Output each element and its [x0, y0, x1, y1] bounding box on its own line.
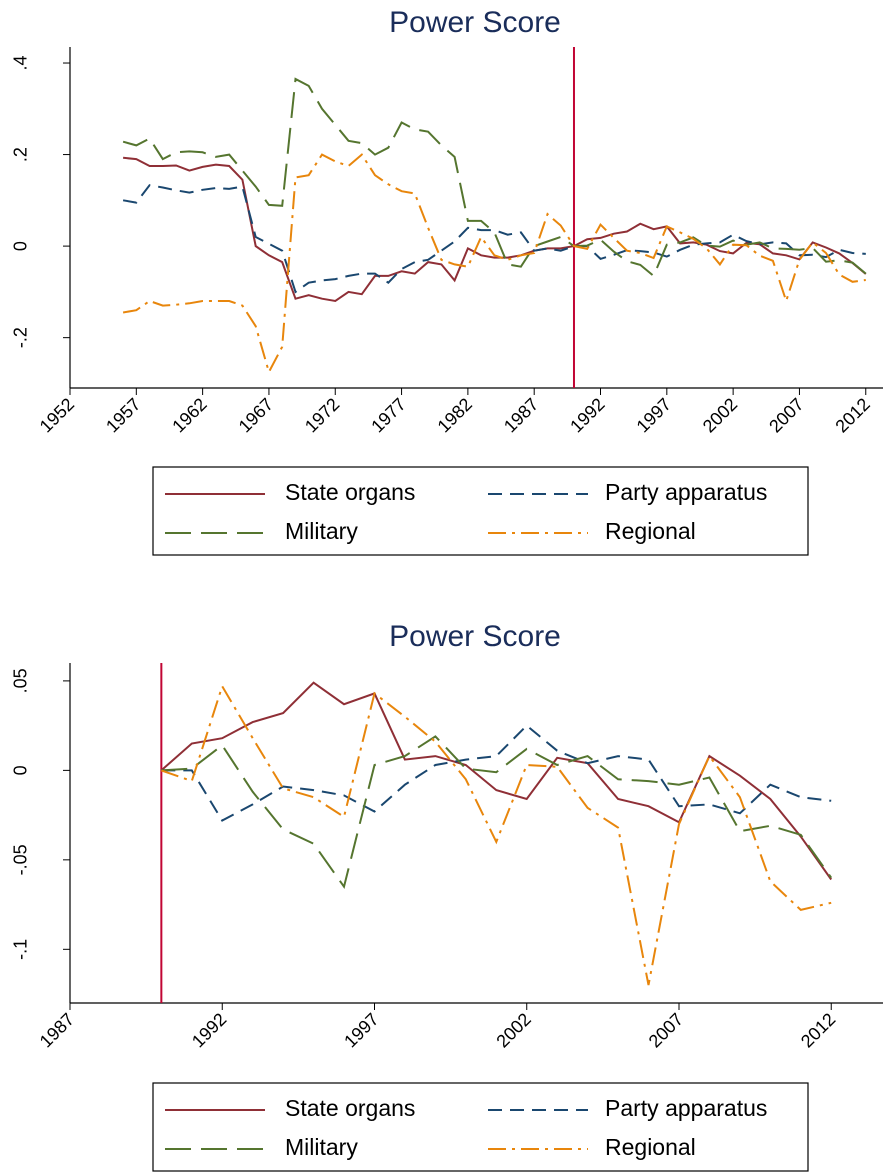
- y-tick-label: 0: [11, 241, 31, 251]
- x-tick-label: 1987: [36, 1009, 78, 1051]
- series-line: [122, 77, 867, 278]
- chart-title: Power Score: [389, 620, 561, 653]
- legend-label: Regional: [605, 518, 696, 544]
- x-tick-label: 1997: [633, 394, 675, 436]
- legend-box: [152, 466, 809, 556]
- y-tick-label: -.2: [11, 327, 31, 348]
- x-tick-label: 1977: [367, 394, 409, 436]
- legend-label: State organs: [285, 479, 415, 505]
- x-tick-label: 2002: [699, 394, 741, 436]
- y-tick-label: .4: [11, 56, 31, 71]
- chart: Power Score -.1 -.05 0 .05 1987 1992 1997 2002 20…: [11, 620, 883, 1172]
- x-tick-label: 1982: [434, 394, 476, 436]
- series-line: [122, 153, 866, 375]
- y-tick-label: -.1: [11, 939, 31, 960]
- y-tick-label: .05: [11, 668, 31, 693]
- x-tick-label: 1957: [102, 394, 144, 436]
- chart: Power Score -.2 0 .2 .4 1952 1957 1962 1967 1972 1…: [11, 6, 883, 556]
- y-tick-label: 0: [11, 765, 31, 775]
- x-tick-label: 1967: [235, 394, 277, 436]
- x-tick-label: 2007: [645, 1009, 687, 1051]
- legend-label: Military: [285, 1134, 358, 1160]
- x-tick-label: 1972: [301, 394, 343, 436]
- x-tick-label: 1997: [340, 1009, 382, 1051]
- legend-label: Regional: [605, 1134, 696, 1160]
- x-tick-label: 2007: [765, 394, 807, 436]
- x-tick-label: 2002: [492, 1009, 534, 1051]
- y-tick-label: -.05: [11, 844, 31, 875]
- series-line: [122, 184, 866, 294]
- series-line: [123, 156, 867, 303]
- chart-title: Power Score: [389, 6, 561, 39]
- x-tick-label: 2012: [831, 394, 873, 436]
- series-line: [161, 735, 833, 890]
- x-tick-label: 1992: [566, 394, 608, 436]
- y-tick-label: .2: [11, 147, 31, 162]
- x-tick-label: 2012: [797, 1009, 839, 1051]
- x-tick-label: 1962: [168, 394, 210, 436]
- legend-box: [152, 1082, 809, 1172]
- x-tick-label: 1987: [500, 394, 542, 436]
- series-line: [161, 724, 832, 822]
- legend-label: Party apparatus: [605, 479, 767, 505]
- series-line: [160, 681, 833, 881]
- x-tick-label: 1992: [188, 1009, 230, 1051]
- legend-label: Party apparatus: [605, 1095, 767, 1121]
- series-line: [160, 683, 832, 986]
- legend-label: Military: [285, 518, 358, 544]
- x-tick-label: 1952: [36, 394, 78, 436]
- legend-label: State organs: [285, 1095, 415, 1121]
